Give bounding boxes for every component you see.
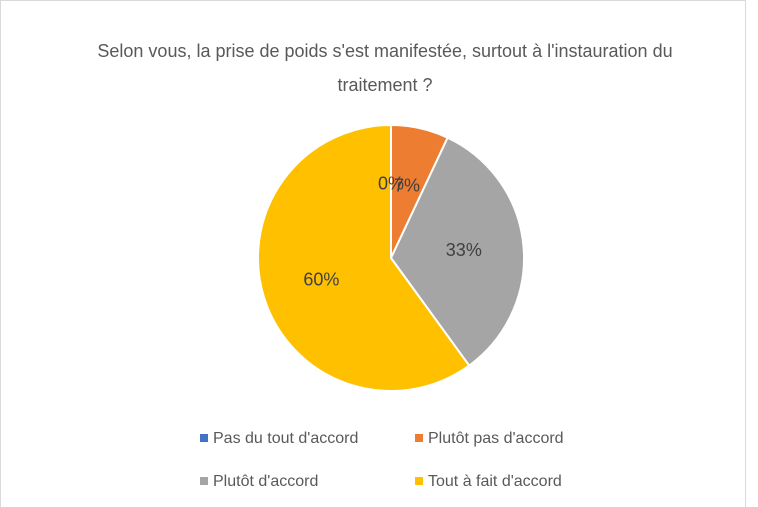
pie-slice <box>389 136 525 367</box>
pie-slice <box>257 123 471 392</box>
chart-title: Selon vous, la prise de poids s'est mani… <box>97 41 673 95</box>
legend-label: Plutôt d'accord <box>213 473 318 490</box>
data-label: 33% <box>446 240 482 260</box>
data-label: 7% <box>394 175 420 195</box>
legend-swatch <box>200 434 208 442</box>
data-label: 0% <box>378 174 404 194</box>
data-label: 60% <box>303 269 339 289</box>
legend-label: Pas du tout d'accord <box>213 430 358 447</box>
legend-label: Plutôt pas d'accord <box>428 430 564 447</box>
legend-label: Tout à fait d'accord <box>428 473 562 490</box>
legend-swatch <box>415 477 423 485</box>
legend-swatch <box>415 434 423 442</box>
legend-swatch <box>200 477 208 485</box>
